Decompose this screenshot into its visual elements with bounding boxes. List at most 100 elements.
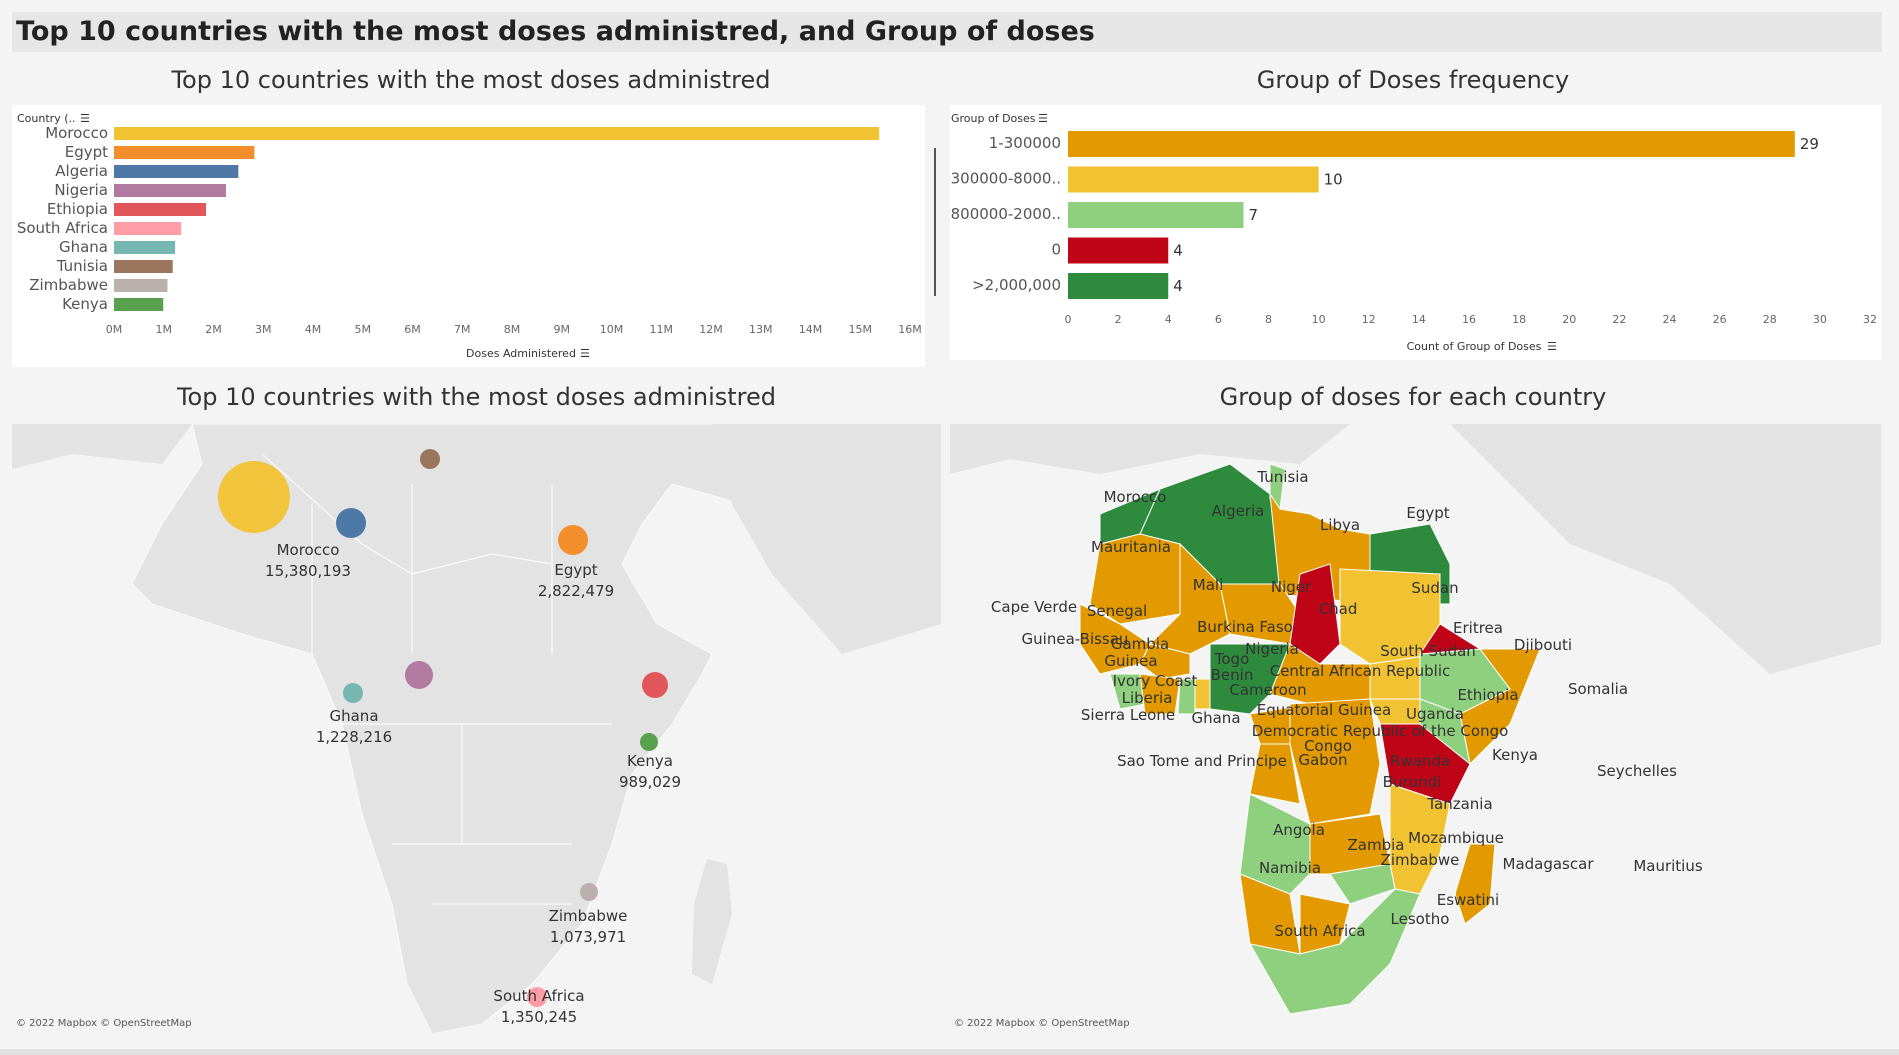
country-map-label: Central African Republic	[1270, 662, 1451, 680]
tunisia-bubble[interactable]	[420, 449, 440, 469]
x-tick-label: 2	[1115, 313, 1122, 326]
country-map-label: Benin	[1211, 666, 1254, 684]
sort-icon[interactable]: ☰	[80, 112, 90, 125]
group-label[interactable]: 800000-2000..	[951, 205, 1061, 223]
sort-icon[interactable]: ☰	[1547, 340, 1557, 353]
morocco-bubble[interactable]	[218, 461, 290, 533]
country-map-label: Congo	[1304, 737, 1352, 755]
country-label[interactable]: Algeria	[55, 162, 108, 180]
group-bar[interactable]	[1068, 237, 1169, 264]
group-bar[interactable]	[1068, 273, 1169, 299]
group-bar[interactable]	[1068, 202, 1244, 228]
country-bar[interactable]	[114, 146, 255, 159]
country-bar[interactable]	[114, 279, 168, 292]
nigeria-region[interactable]	[1209, 643, 1291, 715]
x-tick-label: 16	[1462, 313, 1476, 326]
country-map-label: Mauritania	[1091, 538, 1171, 556]
country-bar[interactable]	[114, 260, 173, 273]
kenya-label: Kenya	[627, 752, 673, 770]
group-bar[interactable]	[1068, 131, 1795, 157]
x-tick-label: 12M	[699, 323, 723, 336]
group-label[interactable]: >2,000,000	[972, 276, 1061, 294]
bottom-scrollbar[interactable]	[0, 1049, 1899, 1055]
country-label[interactable]: Zimbabwe	[29, 276, 108, 294]
country-label[interactable]: Kenya	[62, 295, 108, 313]
south-africa-bubble[interactable]	[527, 987, 547, 1007]
zimbabwe-bubble[interactable]	[580, 883, 598, 901]
country-label[interactable]: South Africa	[17, 219, 108, 237]
country-row-header[interactable]: Country (..	[17, 112, 75, 125]
bubble-map-title: Top 10 countries with the most doses adm…	[176, 383, 777, 411]
map-credit[interactable]: © 2022 Mapbox © OpenStreetMap	[16, 1018, 192, 1029]
tanzania-region[interactable]	[1379, 723, 1471, 805]
scrollbar[interactable]	[934, 148, 936, 296]
dashboard-title: Top 10 countries with the most doses adm…	[12, 12, 1882, 52]
bubble-map[interactable]: Morocco 15,380,193 Egypt 2,822,479 Ghana…	[12, 424, 941, 1034]
group-label[interactable]: 300000-8000..	[951, 170, 1061, 188]
country-bar[interactable]	[114, 127, 880, 140]
country-bar[interactable]	[114, 203, 207, 216]
x-tick-label: 24	[1663, 313, 1677, 326]
group-bar[interactable]	[1068, 166, 1319, 193]
country-map-label: Sierra Leone	[1081, 706, 1175, 724]
country-label[interactable]: Ethiopia	[47, 200, 108, 218]
country-bar[interactable]	[114, 241, 176, 254]
x-tick-label: 2M	[205, 323, 222, 336]
country-label[interactable]: Tunisia	[56, 257, 108, 275]
eritrea-region[interactable]	[1419, 623, 1482, 655]
x-tick-label: 18	[1512, 313, 1526, 326]
burkina-faso-region[interactable]	[1139, 643, 1191, 680]
nigeria-bubble[interactable]	[405, 661, 433, 689]
group-row-header[interactable]: Group of Doses	[951, 112, 1036, 125]
x-tick-label: 3M	[255, 323, 272, 336]
doses-bar-chart[interactable]: Country (.. ☰ MoroccoEgyptAlgeriaNigeria…	[12, 105, 925, 367]
x-tick-label: 10M	[600, 323, 624, 336]
ghana-region[interactable]	[1177, 678, 1196, 715]
madagascar-landmass	[692, 859, 732, 984]
group-bar-chart[interactable]: Group of Doses ☰ 1-300000 29 300000-8000..…	[950, 105, 1881, 360]
group-label[interactable]: 0	[1051, 241, 1061, 259]
group-label[interactable]: 1-300000	[989, 134, 1061, 152]
map-credit[interactable]: © 2022 Mapbox © OpenStreetMap	[954, 1018, 1130, 1029]
sort-icon[interactable]: ☰	[580, 347, 590, 360]
choropleth-map[interactable]: Tunisia Morocco Algeria Libya Egypt Mauritani…	[950, 424, 1881, 1034]
ghana-bubble[interactable]	[343, 683, 363, 703]
algeria-bubble[interactable]	[336, 508, 366, 538]
chad-region[interactable]	[1289, 563, 1341, 665]
country-map-label: Ivory Coast	[1113, 672, 1198, 690]
country-label[interactable]: Ghana	[59, 238, 108, 256]
group-chart-panel[interactable]: Group of Doses ☰ 1-300000 29 300000-8000..…	[950, 105, 1881, 360]
country-bar[interactable]	[114, 222, 182, 235]
gabon-congo-region[interactable]	[1249, 743, 1301, 805]
country-bar[interactable]	[114, 165, 239, 178]
bubble-map-panel[interactable]: Morocco 15,380,193 Egypt 2,822,479 Ghana…	[12, 424, 941, 1034]
country-bar[interactable]	[114, 298, 164, 311]
angola-region[interactable]	[1239, 793, 1311, 895]
morocco-value: 15,380,193	[265, 562, 351, 580]
x-tick-label: 8M	[504, 323, 521, 336]
arabia-landmass	[712, 424, 941, 654]
country-label[interactable]: Nigeria	[54, 181, 108, 199]
x-tick-label: 16M	[898, 323, 922, 336]
sort-icon[interactable]: ☰	[1038, 112, 1048, 125]
madagascar-region[interactable]	[1454, 843, 1496, 925]
country-map-label: Senegal	[1087, 602, 1147, 620]
x-tick-label: 6M	[404, 323, 421, 336]
kenya-bubble[interactable]	[640, 733, 658, 751]
country-map-label: Burkina Faso	[1197, 618, 1293, 636]
country-label[interactable]: Egypt	[65, 143, 108, 161]
choropleth-panel[interactable]: Tunisia Morocco Algeria Libya Egypt Mauritani…	[950, 424, 1881, 1034]
ethiopia-bubble[interactable]	[642, 672, 668, 698]
country-label[interactable]: Morocco	[45, 124, 108, 142]
bar-chart-panel[interactable]: Country (.. ☰ Morocco Egypt Algeria Nigeria…	[12, 105, 925, 367]
country-bar[interactable]	[114, 184, 226, 197]
egypt-value: 2,822,479	[538, 582, 614, 600]
egypt-bubble[interactable]	[558, 525, 588, 555]
x-tick-label: 28	[1763, 313, 1777, 326]
x-tick-label: 10	[1312, 313, 1326, 326]
south-africa-region[interactable]	[1249, 888, 1421, 1015]
x-tick-label: 8	[1265, 313, 1272, 326]
ivory-coast-region[interactable]	[1139, 673, 1181, 715]
x-tick-label: 14M	[799, 323, 823, 336]
country-map-label: Mozambique	[1408, 829, 1504, 847]
